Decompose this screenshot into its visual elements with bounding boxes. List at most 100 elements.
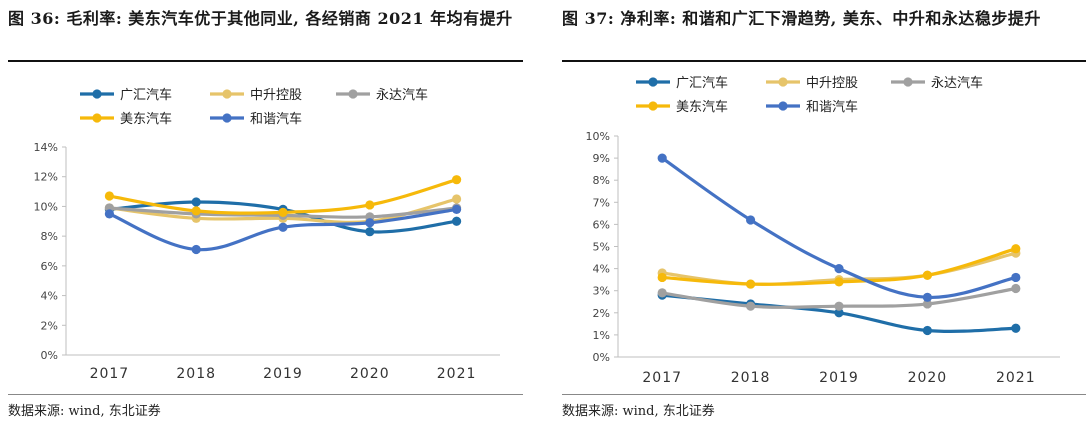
legend-swatch-marker — [648, 77, 658, 87]
data-point — [1011, 323, 1021, 333]
legend-label: 和谐汽车 — [250, 111, 302, 127]
legend-item: 中升控股 — [766, 76, 858, 91]
data-point — [746, 301, 756, 311]
legend-item: 永达汽车 — [336, 87, 428, 103]
legend-label: 美东汽车 — [120, 111, 172, 127]
legend-item: 和谐汽车 — [766, 99, 858, 115]
x-tick-label: 2019 — [819, 370, 859, 386]
data-point — [104, 209, 114, 219]
data-point — [1011, 283, 1021, 294]
legend-label: 美东汽车 — [676, 99, 728, 115]
legend-swatch-marker — [778, 101, 788, 111]
source-note: 数据来源: wind, 东北证券 — [8, 404, 161, 419]
legend-swatch-marker — [92, 89, 102, 99]
data-point — [922, 299, 932, 309]
y-tick-label: 8% — [593, 174, 610, 187]
y-tick-label: 0% — [41, 349, 58, 362]
data-point — [922, 325, 932, 336]
data-point — [1011, 244, 1021, 254]
legend-item: 广汇汽车 — [80, 87, 172, 103]
y-tick-label: 12% — [34, 171, 58, 184]
legend-item: 美东汽车 — [636, 99, 728, 115]
legend-swatch-marker — [903, 77, 913, 87]
y-tick-label: 5% — [593, 241, 610, 254]
y-tick-label: 8% — [41, 230, 58, 243]
y-tick-label: 10% — [34, 200, 58, 213]
y-tick-label: 2% — [41, 319, 58, 332]
data-point — [452, 175, 462, 185]
legend-swatch-marker — [648, 101, 658, 111]
x-tick-label: 2017 — [90, 366, 130, 382]
chart-title: 图 36: 毛利率: 美东汽车优于其他同业, 各经销商 2021 年均有提升 — [8, 9, 513, 28]
legend-label: 广汇汽车 — [676, 75, 728, 91]
legend-label: 和谐汽车 — [806, 99, 858, 115]
y-tick-label: 0% — [593, 351, 610, 364]
legend-swatch-marker — [348, 89, 358, 99]
legend-swatch-marker — [222, 89, 232, 99]
data-point — [746, 279, 756, 289]
data-point — [834, 264, 844, 274]
data-point — [922, 270, 932, 280]
data-point — [365, 227, 375, 237]
legend-item: 永达汽车 — [891, 75, 983, 91]
data-point — [657, 153, 667, 163]
data-point — [365, 218, 375, 228]
legend-swatch-marker — [778, 77, 788, 87]
legend-item: 中升控股 — [210, 88, 302, 103]
y-tick-label: 6% — [593, 218, 610, 231]
data-point — [834, 301, 844, 311]
legend-item: 广汇汽车 — [636, 75, 728, 91]
y-tick-label: 4% — [41, 290, 58, 303]
data-point — [191, 244, 201, 255]
legend-swatch-marker — [92, 113, 102, 123]
y-tick-label: 9% — [593, 152, 610, 165]
data-point — [452, 204, 462, 214]
x-tick-label: 2020 — [350, 366, 390, 382]
data-point — [104, 191, 114, 201]
legend-item: 和谐汽车 — [210, 111, 302, 127]
y-tick-label: 6% — [41, 260, 58, 273]
data-point — [452, 216, 462, 226]
data-point — [657, 288, 667, 298]
x-tick-label: 2021 — [996, 370, 1036, 386]
title-divider — [562, 60, 1086, 62]
data-point — [834, 308, 844, 318]
data-point — [834, 277, 844, 287]
gross-margin-chart: 0% 2% 4% 6% 8% 10% 12% 14% 2017 2018 2019 2020 2021 广… — [34, 87, 500, 382]
legend-swatch-marker — [222, 113, 232, 123]
data-point — [1011, 272, 1021, 283]
y-tick-label: 14% — [34, 141, 58, 154]
x-tick-label: 2018 — [176, 366, 216, 382]
data-point — [278, 207, 288, 217]
x-tick-label: 2018 — [731, 370, 771, 386]
source-note: 数据来源: wind, 东北证券 — [562, 404, 715, 419]
y-tick-label: 7% — [593, 196, 610, 209]
legend-label: 中升控股 — [806, 76, 858, 91]
y-tick-label: 1% — [593, 329, 610, 342]
net-margin-chart: 0% 1% 2% 3% 4% 5% 6% 7% 8% 9% 10% 2017 2018 2019 2020 2… — [586, 75, 1060, 386]
title-divider — [8, 60, 523, 62]
y-tick-label: 3% — [593, 285, 610, 298]
data-point — [657, 272, 667, 283]
data-point — [365, 200, 375, 210]
legend-label: 永达汽车 — [376, 87, 428, 103]
y-tick-label: 2% — [593, 307, 610, 320]
data-point — [452, 194, 462, 204]
x-tick-label: 2021 — [437, 366, 477, 382]
chart-title: 图 37: 净利率: 和谐和广汇下滑趋势, 美东、中升和永达稳步提升 — [562, 9, 1041, 28]
data-point — [191, 197, 201, 207]
source-divider — [562, 394, 1086, 395]
legend-label: 永达汽车 — [931, 75, 983, 91]
x-tick-label: 2019 — [263, 366, 303, 382]
y-tick-label: 10% — [586, 130, 610, 143]
legend-label: 广汇汽车 — [120, 87, 172, 103]
chart-panel-net-margin: 图 37: 净利率: 和谐和广汇下滑趋势, 美东、中升和永达稳步提升 0% 1% 2… — [556, 0, 1088, 424]
x-tick-label: 2020 — [908, 370, 948, 386]
data-point — [746, 215, 756, 225]
data-point — [922, 292, 932, 302]
chart-panel-gross-margin: 图 36: 毛利率: 美东汽车优于其他同业, 各经销商 2021 年均有提升 0… — [0, 0, 535, 424]
y-tick-label: 4% — [593, 263, 610, 276]
legend-label: 中升控股 — [250, 88, 302, 103]
data-point — [278, 222, 288, 232]
source-divider — [8, 394, 523, 395]
